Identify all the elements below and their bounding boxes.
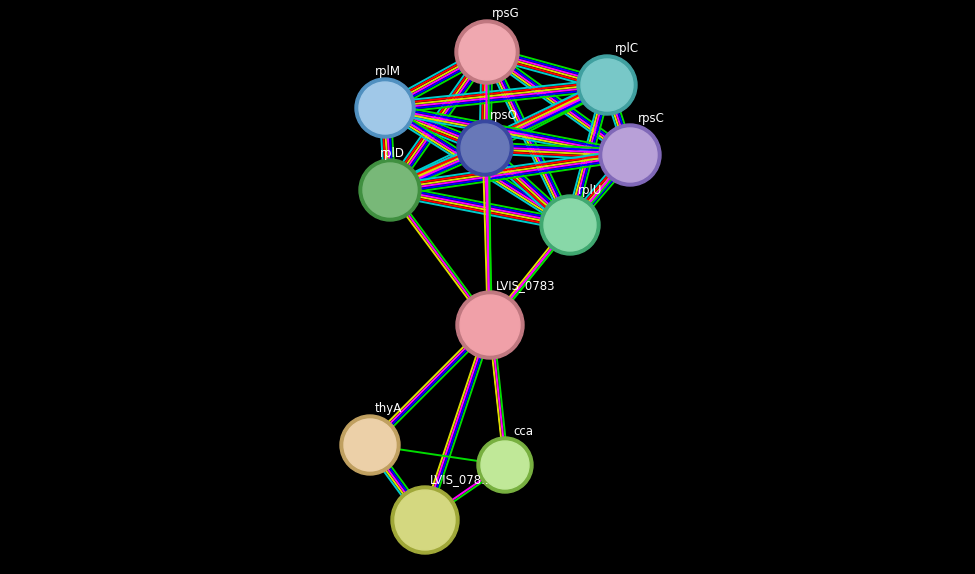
Circle shape: [544, 199, 596, 251]
Circle shape: [344, 419, 396, 471]
Text: thyA: thyA: [375, 402, 403, 415]
Circle shape: [603, 128, 657, 182]
Circle shape: [355, 78, 415, 138]
Text: rplD: rplD: [380, 147, 405, 160]
Text: LVIS_0783: LVIS_0783: [496, 279, 556, 292]
Circle shape: [395, 490, 455, 550]
Text: LVIS_078..: LVIS_078..: [430, 473, 489, 486]
Text: rpsC: rpsC: [638, 112, 665, 125]
Text: rpsG: rpsG: [492, 7, 520, 20]
Circle shape: [460, 295, 520, 355]
Circle shape: [456, 291, 524, 359]
Text: cca: cca: [513, 425, 533, 438]
Circle shape: [540, 195, 600, 255]
Text: rplU: rplU: [578, 184, 603, 197]
Circle shape: [459, 24, 515, 80]
Circle shape: [359, 159, 421, 221]
Circle shape: [391, 486, 459, 554]
Circle shape: [457, 120, 513, 176]
Circle shape: [461, 124, 509, 172]
Text: rplM: rplM: [375, 65, 401, 78]
Circle shape: [363, 163, 417, 217]
Text: rplC: rplC: [615, 42, 640, 55]
Circle shape: [581, 59, 633, 111]
Circle shape: [577, 55, 637, 115]
Circle shape: [477, 437, 533, 493]
Text: rpsO: rpsO: [490, 109, 518, 122]
Circle shape: [481, 441, 529, 489]
Circle shape: [340, 415, 400, 475]
Circle shape: [359, 82, 411, 134]
Circle shape: [455, 20, 519, 84]
Circle shape: [599, 124, 661, 186]
